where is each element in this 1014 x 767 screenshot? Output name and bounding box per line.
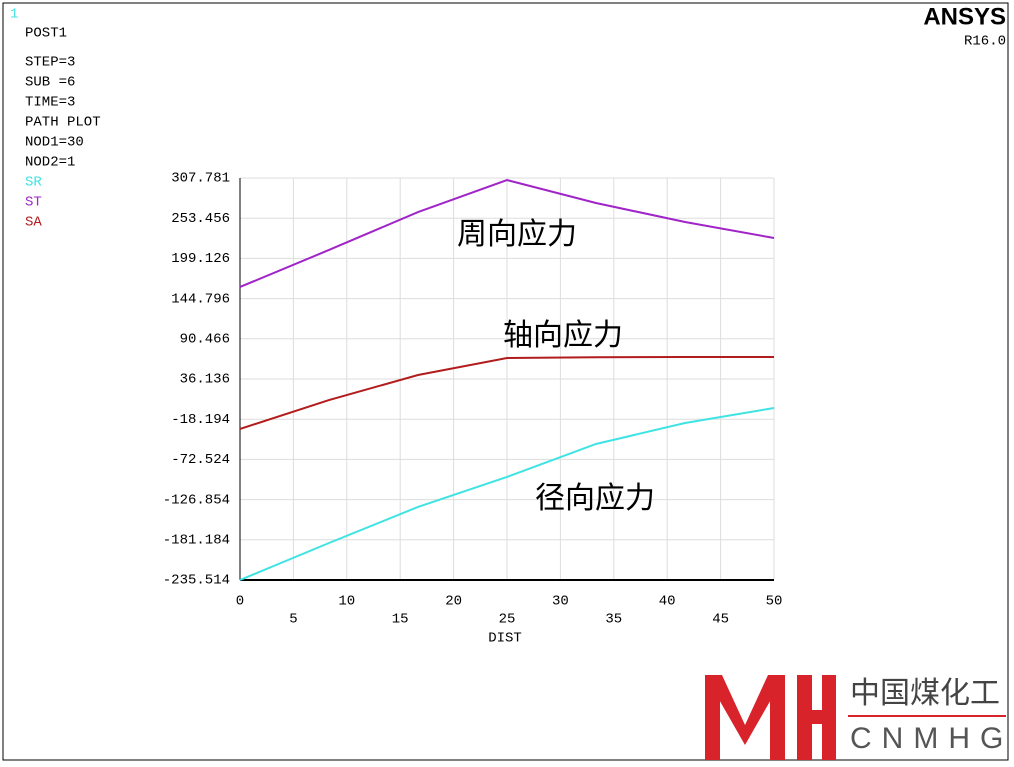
legend-entry: SA <box>25 215 42 231</box>
watermark-logo <box>705 675 836 760</box>
header-line: NOD1=30 <box>25 135 84 151</box>
legend-entry: SR <box>25 175 42 191</box>
watermark-en: CNMHG <box>850 722 1013 755</box>
annotation: 轴向应力 <box>503 319 623 352</box>
watermark-cn: 中国煤化工 <box>850 677 1000 710</box>
header-line: TIME=3 <box>25 95 75 111</box>
version: R16.0 <box>964 34 1006 50</box>
x-tick-label: 10 <box>338 594 355 610</box>
series-line <box>239 179 775 288</box>
y-tick-label: -18.194 <box>171 412 230 428</box>
x-tick-label: 45 <box>712 612 729 628</box>
header-line: NOD2=1 <box>25 155 75 171</box>
x-tick-label: 20 <box>445 594 462 610</box>
header-line: PATH PLOT <box>25 115 101 131</box>
annotation: 径向应力 <box>535 482 655 515</box>
window-number: 1 <box>10 7 18 23</box>
y-tick-label: 90.466 <box>180 332 230 348</box>
header-line: SUB =6 <box>25 75 75 91</box>
annotation: 周向应力 <box>457 218 577 251</box>
x-tick-label: 0 <box>236 594 244 610</box>
x-tick-label: 40 <box>659 594 676 610</box>
y-tick-label: 307.781 <box>171 171 230 187</box>
logo: ANSYS <box>923 3 1006 30</box>
series-line <box>239 407 775 581</box>
y-tick-label: 199.126 <box>171 251 230 267</box>
x-tick-label: 5 <box>289 612 297 628</box>
x-tick-label: 30 <box>552 594 569 610</box>
x-tick-label: 25 <box>499 612 516 628</box>
series-line <box>239 355 774 430</box>
y-tick-label: -126.854 <box>163 492 230 508</box>
x-axis-label: DIST <box>488 631 522 647</box>
header-line: STEP=3 <box>25 55 75 71</box>
header-line: POST1 <box>25 26 67 42</box>
y-tick-label: 144.796 <box>171 291 230 307</box>
x-tick-label: 15 <box>392 612 409 628</box>
x-tick-label: 35 <box>605 612 622 628</box>
y-tick-label: -181.184 <box>163 533 230 549</box>
y-tick-label: -235.514 <box>163 573 230 589</box>
x-tick-label: 50 <box>766 594 783 610</box>
y-tick-label: 253.456 <box>171 211 230 227</box>
y-tick-label: 36.136 <box>180 372 230 388</box>
legend-entry: ST <box>25 195 42 211</box>
y-tick-label: -72.524 <box>171 452 230 468</box>
